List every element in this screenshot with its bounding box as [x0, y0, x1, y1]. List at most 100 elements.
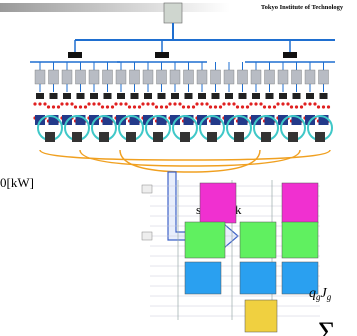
flow-dot: [290, 105, 293, 108]
flow-dot: [273, 105, 276, 108]
flow-dot: [92, 102, 95, 105]
inverter: [320, 93, 328, 99]
load-box: [184, 70, 194, 84]
flow-dot: [308, 102, 311, 105]
inverter: [279, 93, 287, 99]
subsystem-block: [282, 183, 318, 223]
flow-dot: [268, 105, 271, 108]
flow-dot: [222, 102, 225, 105]
subsystem-block: [282, 222, 318, 258]
load-box: [170, 70, 180, 84]
inverter: [266, 93, 274, 99]
load-box: [62, 70, 72, 84]
inverter: [144, 93, 152, 99]
meter: [153, 132, 163, 142]
flow-dot: [52, 105, 55, 108]
meter: [99, 132, 109, 142]
power-label: 0[kW]: [0, 175, 34, 190]
flow-dot: [254, 102, 257, 105]
flow-dot: [249, 102, 252, 105]
flow-dot: [160, 105, 163, 108]
flow-dot: [111, 105, 114, 108]
flow-dot: [141, 102, 144, 105]
flow-dot: [281, 102, 284, 105]
flow-dot: [43, 102, 46, 105]
meter: [234, 132, 244, 142]
flow-dot: [173, 102, 176, 105]
flow-dot: [178, 102, 181, 105]
flow-dot: [124, 102, 127, 105]
subsystem-block: [240, 262, 276, 294]
meter: [207, 132, 217, 142]
flow-dot: [246, 105, 249, 108]
load-box: [157, 70, 167, 84]
flow-dot: [317, 105, 320, 108]
flow-dot: [65, 102, 68, 105]
subsystem-block: [245, 300, 277, 332]
header-bar: [0, 3, 230, 12]
inverter: [212, 93, 220, 99]
flow-dot: [192, 105, 195, 108]
meter: [180, 132, 190, 142]
flow-dot: [286, 102, 289, 105]
meter: [72, 132, 82, 142]
flow-dot: [219, 105, 222, 108]
header-title: Tokyo Institute of Technology: [261, 4, 344, 11]
generator-icon: [164, 3, 182, 23]
flow-dot: [114, 102, 117, 105]
flow-dot: [200, 102, 203, 105]
transformer: [155, 52, 169, 58]
load-box: [103, 70, 113, 84]
meter: [315, 132, 325, 142]
inverter: [293, 93, 301, 99]
subsystem-block: [200, 183, 236, 223]
flow-dot: [227, 102, 230, 105]
meter: [261, 132, 271, 142]
flow-dot: [236, 105, 239, 108]
flow-dot: [259, 102, 262, 105]
inverter: [104, 93, 112, 99]
load-box: [238, 70, 248, 84]
flow-dot: [241, 105, 244, 108]
flow-dot: [232, 102, 235, 105]
subsystem-block: [240, 222, 276, 258]
inverter: [185, 93, 193, 99]
flow-dot: [70, 102, 73, 105]
inverter: [198, 93, 206, 99]
meter: [288, 132, 298, 142]
flow-dot: [313, 102, 316, 105]
flow-dot: [33, 102, 36, 105]
load-box: [278, 70, 288, 84]
flow-dot: [300, 105, 303, 108]
flow-dot: [187, 105, 190, 108]
flow-dot: [182, 105, 185, 108]
load-box: [143, 70, 153, 84]
inverter: [131, 93, 139, 99]
load-box: [76, 70, 86, 84]
inverter: [117, 93, 125, 99]
load-box: [116, 70, 126, 84]
meter: [126, 132, 136, 142]
load-box: [251, 70, 261, 84]
flow-dot: [128, 105, 131, 108]
flow-dot: [168, 102, 171, 105]
flow-dot: [195, 102, 198, 105]
load-box: [130, 70, 140, 84]
inverter: [158, 93, 166, 99]
inverter: [171, 93, 179, 99]
inverter: [90, 93, 98, 99]
flow-dot: [87, 102, 90, 105]
flow-dot: [101, 105, 104, 108]
flow-dot: [263, 105, 266, 108]
flow-dot: [106, 105, 109, 108]
flow-dot: [205, 102, 208, 105]
flow-dot: [47, 105, 50, 108]
flow-dot: [151, 102, 154, 105]
flow-dot: [295, 105, 298, 108]
inverter: [252, 93, 260, 99]
inverter: [77, 93, 85, 99]
subscript: g: [327, 292, 332, 302]
sum-symbol: Σ: [318, 316, 335, 336]
load-box: [197, 70, 207, 84]
flow-dot: [119, 102, 122, 105]
